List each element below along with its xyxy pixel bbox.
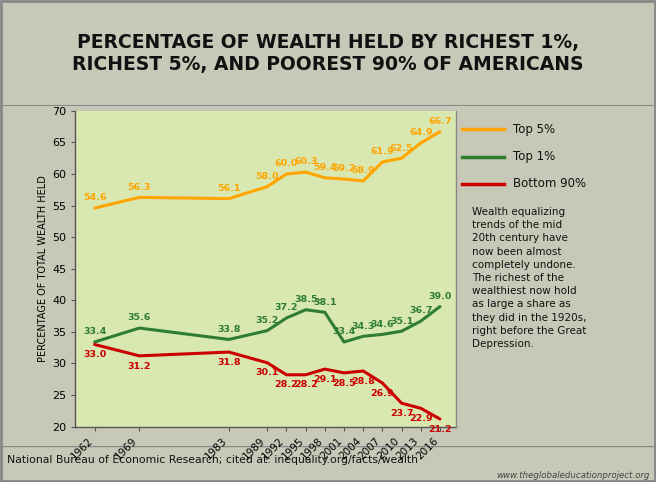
Text: 31.2: 31.2 [128, 362, 151, 371]
Text: PERCENTAGE OF WEALTH HELD BY RICHEST 1%,
RICHEST 5%, AND POOREST 90% OF AMERICAN: PERCENTAGE OF WEALTH HELD BY RICHEST 1%,… [72, 32, 584, 74]
Text: 36.7: 36.7 [409, 307, 432, 315]
Text: 38.1: 38.1 [313, 297, 337, 307]
Text: 66.7: 66.7 [428, 117, 452, 126]
Text: 21.2: 21.2 [428, 425, 452, 434]
Text: 59.2: 59.2 [333, 164, 356, 174]
Text: 58.0: 58.0 [256, 172, 279, 181]
Text: 61.9: 61.9 [371, 147, 394, 156]
Text: 39.0: 39.0 [428, 292, 451, 301]
Text: 28.5: 28.5 [332, 378, 356, 388]
Text: 60.0: 60.0 [275, 160, 298, 168]
Text: 58.9: 58.9 [352, 166, 375, 175]
Text: 38.5: 38.5 [294, 295, 318, 304]
Text: Top 1%: Top 1% [513, 150, 555, 163]
Text: 35.1: 35.1 [390, 317, 413, 325]
Text: 28.2: 28.2 [275, 380, 298, 389]
Text: 64.9: 64.9 [409, 128, 432, 137]
Text: 35.2: 35.2 [256, 316, 279, 325]
Text: 56.1: 56.1 [217, 184, 241, 193]
Text: Wealth equalizing
trends of the mid
20th century have
now been almost
completely: Wealth equalizing trends of the mid 20th… [472, 207, 586, 349]
Text: 33.4: 33.4 [83, 327, 106, 336]
Text: 30.1: 30.1 [256, 368, 279, 377]
Text: 28.2: 28.2 [294, 380, 318, 389]
Text: 29.1: 29.1 [313, 375, 337, 384]
Text: 35.6: 35.6 [128, 313, 151, 322]
Text: 26.9: 26.9 [371, 388, 394, 398]
Text: 56.3: 56.3 [128, 183, 151, 192]
Text: 37.2: 37.2 [275, 303, 298, 312]
Text: National Bureau of Economic Research; cited at: inequality.org/facts/wealth: National Bureau of Economic Research; ci… [7, 455, 418, 465]
Text: 34.6: 34.6 [371, 320, 394, 329]
Text: 22.9: 22.9 [409, 414, 432, 423]
Text: 60.3: 60.3 [294, 158, 318, 166]
Y-axis label: PERCENTAGE OF TOTAL WEALTH HELD: PERCENTAGE OF TOTAL WEALTH HELD [38, 175, 48, 362]
Text: 33.0: 33.0 [83, 350, 106, 359]
Text: Top 5%: Top 5% [513, 123, 555, 136]
Text: 34.3: 34.3 [352, 321, 375, 331]
Text: 28.8: 28.8 [351, 377, 375, 386]
Text: 31.8: 31.8 [217, 358, 241, 367]
Text: 54.6: 54.6 [83, 193, 106, 202]
Text: www.theglobaleducationproject.org: www.theglobaleducationproject.org [496, 471, 649, 480]
Text: 33.4: 33.4 [333, 327, 356, 336]
Text: 59.4: 59.4 [313, 163, 337, 172]
Text: 23.7: 23.7 [390, 409, 413, 418]
Text: Bottom 90%: Bottom 90% [513, 177, 586, 190]
Text: 33.8: 33.8 [217, 325, 241, 334]
Text: 62.5: 62.5 [390, 144, 413, 152]
